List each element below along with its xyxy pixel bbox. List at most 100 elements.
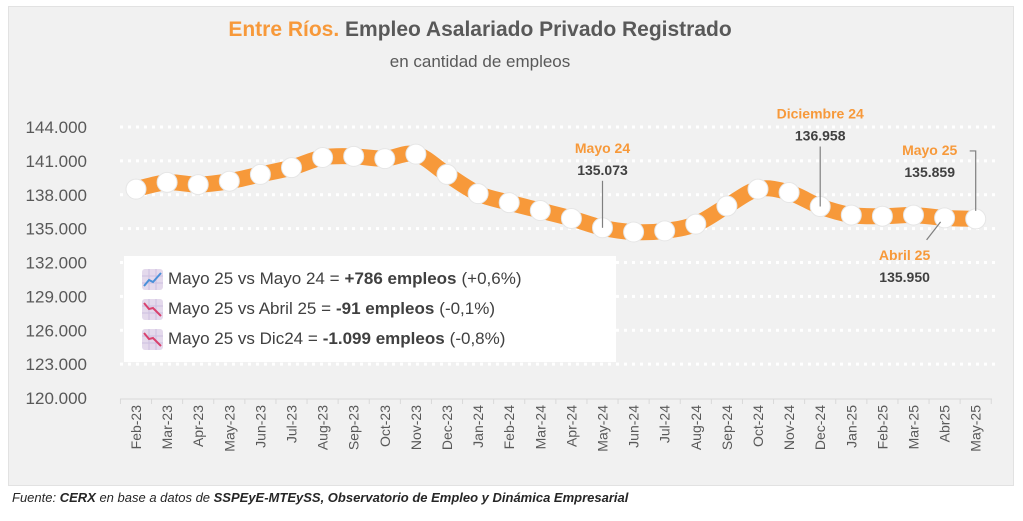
data-point (716, 195, 738, 217)
summary-value: +786 empleos (344, 269, 457, 288)
data-point (281, 157, 302, 179)
footer-source-cerx: CERX (59, 490, 96, 505)
summary-value: -1.099 empleos (322, 329, 445, 348)
annotation-value: 136.958 (795, 128, 846, 144)
x-tick-label: May-24 (595, 405, 611, 452)
summary-label: Mayo 25 vs Mayo 24 = (168, 269, 340, 288)
x-tick-label: Aug-24 (688, 405, 704, 450)
x-tick-label: Feb-25 (874, 405, 890, 450)
chart-increasing-icon (142, 268, 163, 290)
x-tick-label: Dec-23 (439, 405, 455, 450)
y-tick-label: 120.000 (26, 389, 87, 408)
annotation-value: 135.950 (879, 269, 930, 285)
data-point (249, 163, 271, 185)
data-point (747, 178, 769, 200)
annotation-leader (926, 221, 942, 241)
summary-pct: (-0,1%) (439, 299, 496, 318)
x-tick-label: Feb-23 (128, 405, 144, 450)
chart-title: Entre Ríos. Empleo Asalariado Privado Re… (0, 18, 960, 42)
x-tick-label: Sep-23 (346, 405, 362, 450)
x-tick-label: Jan-25 (843, 405, 859, 448)
data-point (965, 208, 987, 230)
x-tick-label: Oct-24 (750, 405, 766, 447)
x-tick-label: Apr-23 (190, 405, 206, 447)
annotation-leader (969, 150, 977, 211)
data-point (343, 145, 365, 167)
footer-prefix: Fuente: (12, 490, 60, 505)
data-point (560, 207, 582, 229)
x-tick-label: Nov-24 (781, 405, 797, 450)
x-tick-label: Apr-24 (563, 405, 579, 447)
data-point (840, 204, 862, 226)
x-tick-label: Jun-24 (626, 405, 642, 448)
data-point (312, 146, 334, 168)
x-tick-label: Mar-23 (159, 405, 175, 450)
data-point (125, 178, 147, 200)
data-series (125, 143, 987, 243)
line-chart: 120.000 123.000 126.000 129.000 132.000 135.0… (26, 106, 995, 452)
data-point (156, 171, 178, 193)
data-point (436, 163, 458, 185)
x-tick-label: Nov-23 (408, 405, 424, 450)
y-tick-label: 129.000 (26, 287, 87, 306)
annotation-title: Mayo 24 (575, 140, 630, 156)
summary-row-vs-dec: Mayo 25 vs Dic24 = -1.099 empleos (-0,8%… (142, 324, 505, 354)
footer-middle: en base a datos de (95, 490, 214, 505)
summary-value: -91 empleos (336, 299, 435, 318)
data-point (529, 200, 551, 222)
annotation-value: 135.859 (904, 164, 955, 180)
annotation-title: Mayo 25 (902, 142, 957, 158)
y-axis: 120.000 123.000 126.000 129.000 132.000 135.0… (26, 118, 87, 408)
data-point (498, 192, 520, 214)
data-point (685, 213, 707, 235)
x-tick-label: Mar-25 (906, 405, 922, 450)
chart-decreasing-icon (142, 298, 163, 320)
data-point (903, 204, 924, 226)
series-line (128, 145, 984, 241)
data-point (467, 183, 489, 205)
source-footnote: Fuente: CERX en base a datos de SSPEyE-M… (12, 490, 628, 505)
x-tick-label: Oct-23 (377, 405, 393, 447)
x-tick-label: Jul-23 (284, 405, 300, 443)
annotations: Mayo 24 135.073 Diciembre 24 136.958 Mayo 25… (575, 106, 977, 285)
summary-pct: (-0,8%) (449, 329, 506, 348)
annotation-title: Diciembre 24 (777, 106, 864, 122)
x-tick-label: Jun-23 (252, 405, 268, 448)
summary-row-yoy: Mayo 25 vs Mayo 24 = +786 empleos (+0,6%… (142, 264, 522, 294)
x-tick-label: Mar-24 (532, 405, 548, 450)
y-tick-label: 138.000 (26, 186, 87, 205)
annotation-value: 135.073 (577, 162, 628, 178)
y-tick-label: 141.000 (26, 152, 87, 171)
y-tick-label: 123.000 (26, 355, 87, 374)
x-tick-label: Aug-23 (315, 405, 331, 450)
y-tick-label: 144.000 (26, 118, 87, 137)
chart-decreasing-icon (142, 328, 163, 350)
data-point (871, 205, 893, 227)
title-main: Empleo Asalariado Privado Registrado (345, 18, 732, 41)
x-tick-label: Dec-24 (812, 405, 828, 450)
x-tick-label: Sep-24 (719, 405, 735, 450)
title-region: Entre Ríos. (228, 18, 340, 41)
y-tick-label: 135.000 (26, 220, 87, 239)
summary-label: Mayo 25 vs Dic24 = (168, 329, 318, 348)
footer-source-sspeye: SSPEyE-MTEySS, Observatorio de Empleo y … (213, 490, 629, 505)
x-tick-label: May-23 (221, 405, 237, 452)
y-tick-label: 132.000 (26, 254, 87, 273)
summary-pct: (+0,6%) (461, 269, 522, 288)
x-tick-label: Jan-24 (470, 405, 486, 448)
x-tick-label: May-25 (968, 405, 984, 452)
data-point (405, 143, 427, 165)
data-point (374, 148, 396, 170)
data-point (654, 220, 676, 242)
summary-label: Mayo 25 vs Abril 25 = (168, 299, 332, 318)
x-tick-label: Abr25 (937, 405, 953, 443)
data-point (623, 221, 645, 243)
chart-panel (8, 6, 1014, 486)
data-point (778, 181, 800, 203)
x-tick-label: Jul-24 (657, 405, 673, 443)
chart-subtitle: en cantidad de empleos (389, 52, 571, 71)
y-tick-label: 126.000 (26, 321, 87, 340)
x-axis: Feb-23 Mar-23 Apr-23 May-23 Jun-23 Jul-23 Aug-… (119, 398, 992, 452)
summary-row-mom: Mayo 25 vs Abril 25 = -91 empleos (-0,1%… (142, 294, 495, 324)
data-point (187, 174, 209, 196)
